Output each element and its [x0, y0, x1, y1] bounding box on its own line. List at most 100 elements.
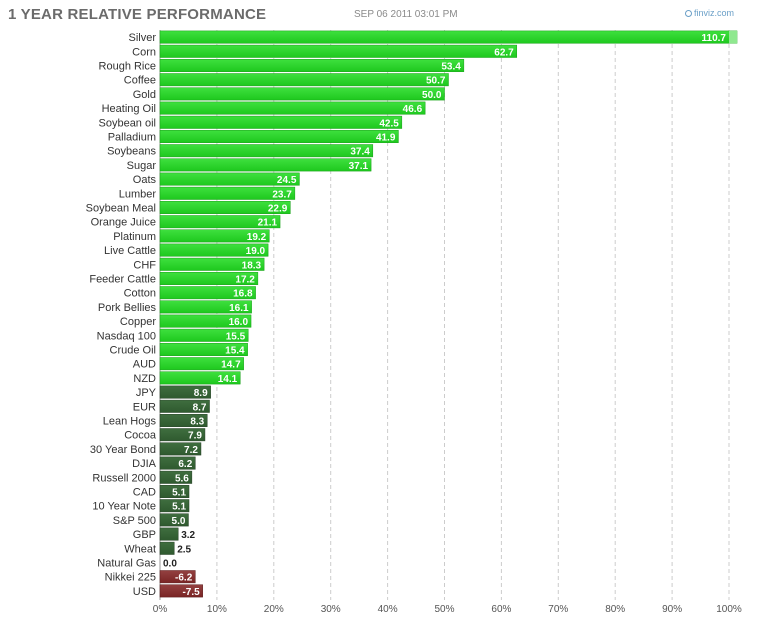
- bar[interactable]: [159, 328, 249, 342]
- category-label: Oats: [133, 174, 157, 186]
- bar[interactable]: [159, 442, 202, 456]
- category-label: Crude Oil: [110, 345, 156, 357]
- chart-timestamp: SEP 06 2011 03:01 PM: [354, 9, 458, 20]
- bar[interactable]: [159, 243, 269, 257]
- bar[interactable]: [159, 485, 190, 498]
- bar[interactable]: [159, 541, 175, 555]
- bar[interactable]: [159, 513, 189, 527]
- value-label: 46.6: [403, 104, 423, 115]
- bar[interactable]: [159, 101, 426, 115]
- bar[interactable]: [159, 456, 196, 470]
- x-tick-label: 40%: [378, 604, 398, 615]
- bar[interactable]: [159, 570, 196, 584]
- bar[interactable]: [159, 130, 399, 143]
- x-tick-label: 0%: [153, 604, 168, 615]
- label-layer: Silver 110.7 Corn 62.7 Rough Rice 53.4 Coffee 5…: [86, 32, 727, 598]
- x-tick-label: 70%: [548, 604, 568, 615]
- category-label: GBP: [133, 529, 156, 541]
- bar[interactable]: [159, 30, 738, 44]
- value-label: 21.1: [258, 218, 278, 229]
- value-label: 50.0: [422, 90, 442, 101]
- value-label: 42.5: [379, 118, 399, 129]
- category-label: Soybean Meal: [86, 203, 156, 215]
- bar[interactable]: [159, 201, 291, 214]
- category-label: USD: [133, 586, 156, 598]
- bar[interactable]: [159, 73, 449, 87]
- bar[interactable]: [159, 300, 252, 314]
- brand-label: finviz.com: [693, 8, 734, 18]
- category-label: Palladium: [108, 132, 156, 144]
- value-label: 110.7: [702, 33, 727, 44]
- value-label: 19.0: [246, 246, 266, 257]
- bar[interactable]: [159, 357, 244, 371]
- category-label: Rough Rice: [99, 61, 156, 73]
- bar[interactable]: [159, 144, 374, 158]
- x-tick-label: 50%: [434, 604, 454, 615]
- bar[interactable]: [159, 527, 179, 541]
- value-label: 37.1: [349, 161, 369, 172]
- value-label: 19.2: [247, 232, 267, 243]
- category-label: Lean Hogs: [103, 416, 157, 428]
- category-label: JPY: [136, 387, 157, 399]
- bar[interactable]: [159, 470, 193, 484]
- value-label: 8.9: [194, 388, 208, 399]
- category-label: Coffee: [124, 75, 156, 87]
- value-label: 23.7: [272, 189, 292, 200]
- globe-icon: [684, 10, 692, 17]
- category-label: 30 Year Bond: [90, 444, 156, 456]
- category-label: Silver: [128, 32, 156, 44]
- category-label: Cotton: [124, 288, 156, 300]
- value-label: 15.5: [226, 331, 246, 342]
- bar[interactable]: [159, 414, 208, 427]
- bar[interactable]: [159, 371, 241, 385]
- value-label: 5.1: [172, 488, 186, 499]
- category-label: Sugar: [127, 160, 157, 172]
- bar[interactable]: [159, 115, 403, 129]
- value-label: -6.2: [175, 573, 193, 584]
- bar[interactable]: [159, 172, 300, 186]
- category-label: Nasdaq 100: [97, 330, 156, 342]
- category-label: Lumber: [119, 188, 157, 200]
- value-label: 14.7: [221, 360, 241, 371]
- bar[interactable]: [159, 87, 445, 101]
- value-label: 5.6: [175, 473, 189, 484]
- category-label: Gold: [133, 89, 156, 101]
- category-label: NZD: [133, 373, 156, 385]
- bar[interactable]: [159, 215, 281, 229]
- bar[interactable]: [159, 385, 211, 399]
- brand-link[interactable]: finviz.com: [684, 8, 734, 18]
- value-label: 3.2: [181, 530, 195, 541]
- bar[interactable]: [159, 257, 265, 271]
- value-label: 16.1: [229, 303, 249, 314]
- value-label: 7.9: [188, 431, 202, 442]
- bar[interactable]: [159, 584, 203, 598]
- value-label: 8.3: [190, 417, 204, 428]
- value-label: 50.7: [426, 76, 446, 87]
- value-label: 17.2: [235, 275, 255, 286]
- category-label: Copper: [120, 316, 156, 328]
- bar[interactable]: [159, 428, 206, 442]
- category-label: 10 Year Note: [92, 501, 156, 513]
- bar[interactable]: [159, 314, 252, 328]
- category-label: S&P 500: [113, 515, 156, 527]
- bar[interactable]: [159, 399, 210, 413]
- bar[interactable]: [159, 286, 256, 300]
- bar[interactable]: [159, 59, 465, 72]
- bar[interactable]: [159, 499, 190, 513]
- bar[interactable]: [159, 158, 372, 172]
- category-label: Cocoa: [124, 430, 157, 442]
- chart-title: 1 YEAR RELATIVE PERFORMANCE: [8, 6, 267, 23]
- bar[interactable]: [159, 229, 270, 243]
- category-label: CAD: [133, 487, 156, 499]
- value-label: 37.4: [350, 147, 370, 158]
- value-label: 41.9: [376, 133, 396, 144]
- bar[interactable]: [159, 186, 296, 200]
- value-label: 0.0: [163, 559, 177, 570]
- bar[interactable]: [159, 343, 248, 356]
- bar[interactable]: [159, 272, 259, 285]
- category-label: Orange Juice: [91, 217, 156, 229]
- category-label: Russell 2000: [92, 472, 156, 484]
- value-label: 53.4: [441, 62, 461, 73]
- bar[interactable]: [159, 44, 518, 58]
